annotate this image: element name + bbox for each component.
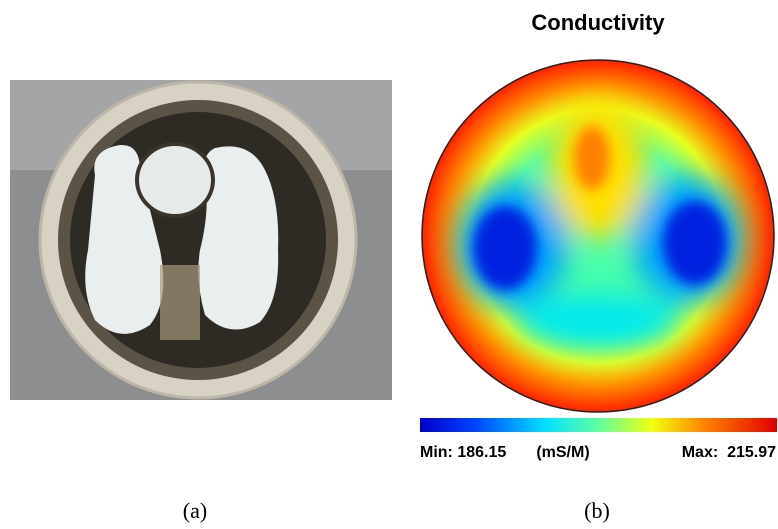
photo [10,80,392,400]
figure: Conductivity Min: 186.15 (mS/M) Max: 215… [0,0,778,529]
colorbar [420,418,777,432]
caption: (a) [183,498,207,523]
caption: (b) [584,498,610,523]
max-label: Max: 215.97 [682,444,776,461]
conductivity-map [422,60,774,412]
unit-label: (mS/M) [536,444,589,461]
min-label: Min: 186.15 [420,444,506,461]
panel-title: Conductivity [531,10,665,35]
